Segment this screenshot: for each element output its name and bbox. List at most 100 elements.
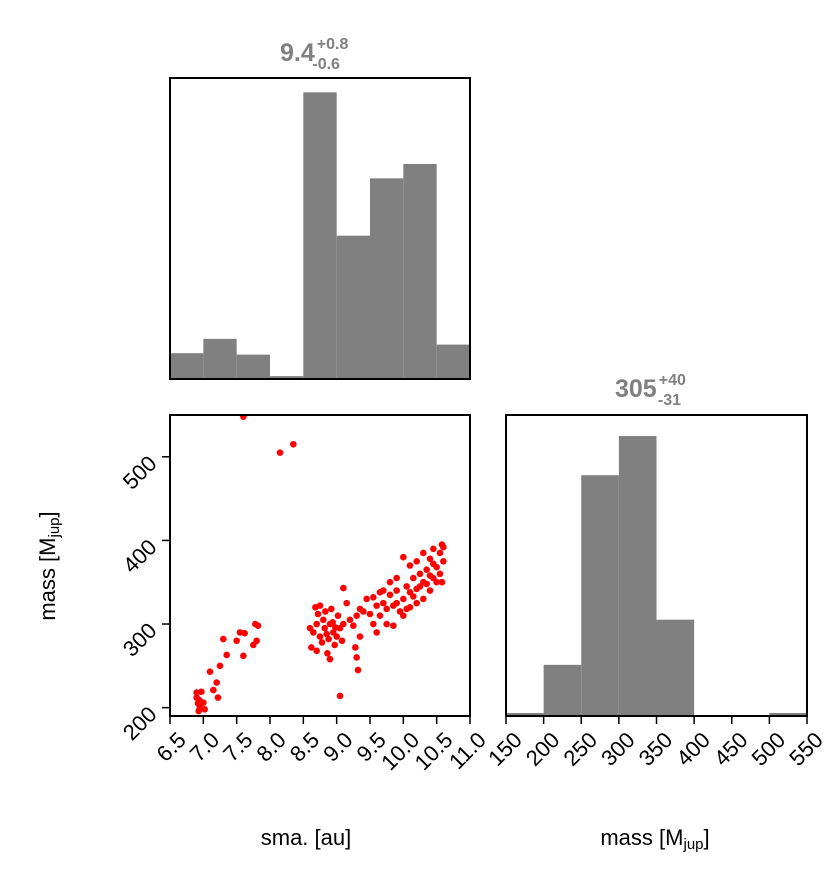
scatter-point: [213, 679, 220, 686]
scatter-point: [323, 630, 330, 638]
scatter-point: [331, 641, 338, 649]
sma-histogram-bar: [303, 92, 337, 379]
scatter-point: [420, 595, 427, 603]
scatter-point: [383, 620, 390, 628]
scatter-point: [343, 599, 350, 607]
scatter-point: [276, 449, 284, 456]
mass-x-tick-label: 550: [784, 727, 828, 771]
scatter-point: [376, 588, 384, 596]
sma-histogram-bar: [370, 178, 404, 379]
scatter-point: [250, 641, 257, 649]
scatter-point: [201, 706, 208, 713]
scatter-point: [346, 616, 354, 624]
scatter-point: [373, 629, 380, 636]
scatter-point: [383, 605, 390, 613]
scatter-point: [360, 608, 367, 615]
scatter-ticks: 6.57.07.58.08.59.09.510.010.511.02003004…: [118, 451, 491, 775]
x-tick-label: 8.5: [285, 727, 324, 766]
scatter-point: [332, 624, 339, 631]
mass-histogram-panel: [506, 436, 807, 716]
x-tick-label: 8.0: [252, 727, 291, 766]
scatter-point: [324, 649, 331, 657]
scatter-point: [400, 595, 407, 603]
scatter-point: [436, 549, 444, 557]
scatter-point: [223, 651, 230, 659]
scatter-point: [210, 686, 217, 694]
scatter-point: [400, 553, 407, 561]
scatter-point: [314, 610, 322, 618]
scatter-point: [393, 599, 400, 607]
x-tick-label: 7.0: [185, 727, 224, 766]
scatter-point: [433, 563, 440, 571]
x-tick-label: 7.5: [218, 727, 257, 766]
scatter-point: [353, 612, 360, 619]
mass-title-main: 305: [615, 375, 657, 403]
scatter-point: [366, 610, 374, 618]
scatter-point: [240, 652, 247, 660]
sma-histogram-frame: [169, 77, 471, 380]
scatter-point: [393, 574, 400, 582]
scatter-point: [254, 622, 262, 629]
scatter-point: [393, 587, 400, 594]
mass-y-axis-label: mass [Mjup]: [35, 511, 63, 620]
scatter-point: [241, 629, 248, 637]
mass-histogram-bar: [581, 475, 619, 716]
mass-y-label-sub: jup: [46, 517, 63, 538]
mass-histogram-bar: [543, 664, 582, 716]
sma-histogram-bar: [403, 164, 437, 379]
mass-title-sup: +40: [659, 372, 686, 389]
scatter-point: [206, 668, 214, 675]
scatter-point: [406, 562, 414, 569]
scatter-point: [416, 570, 424, 578]
x-tick-label: 6.5: [152, 727, 191, 766]
mass-histogram-bar: [618, 436, 657, 716]
scatter-point: [438, 578, 446, 586]
scatter-frame: [169, 414, 471, 717]
scatter-point: [290, 440, 297, 448]
scatter-point: [410, 574, 417, 582]
sma-axis-label: sma. [au]: [261, 825, 351, 850]
sma-title: 9.4 +0.8 -0.6: [280, 36, 348, 73]
mass-y-label-main: mass [M: [35, 538, 60, 621]
mass-title-sub: -31: [658, 392, 681, 409]
mass-x-tick-label: 400: [671, 727, 715, 771]
scatter-point: [426, 587, 434, 594]
scatter-point: [313, 620, 320, 628]
scatter-point: [196, 696, 203, 704]
scatter-point: [325, 635, 332, 643]
scatter-point: [321, 624, 328, 632]
mass-x-tick-label: 350: [634, 727, 678, 771]
scatter-point: [423, 580, 430, 588]
scatter-point: [440, 543, 447, 551]
scatter-point: [329, 619, 336, 626]
scatter-point: [352, 644, 359, 651]
scatter-point: [430, 545, 437, 553]
scatter-point: [420, 549, 427, 557]
scatter-point: [436, 570, 444, 578]
y-tick-label: 500: [118, 451, 162, 495]
scatter-point: [376, 612, 384, 619]
mass-y-label-end: ]: [35, 511, 60, 517]
scatter-point: [386, 578, 394, 586]
mass-histogram-bar: [769, 712, 807, 716]
sma-histogram-bar: [336, 235, 370, 379]
scatter-point: [322, 608, 329, 615]
y-tick-label: 200: [118, 701, 162, 745]
mass-histogram-bar: [506, 712, 544, 716]
scatter-point: [316, 633, 324, 640]
scatter-point: [390, 622, 397, 629]
scatter-point: [214, 694, 222, 701]
scatter-point: [328, 605, 335, 613]
scatter-point: [326, 655, 334, 663]
y-tick-label: 300: [118, 618, 162, 662]
mass-x-tick-label: 500: [747, 727, 791, 771]
scatter-point: [340, 620, 347, 628]
scatter-point: [363, 595, 370, 603]
scatter-point: [416, 583, 424, 590]
mass-x-tick-label: 300: [596, 727, 640, 771]
sma-title-sub: -0.6: [312, 56, 340, 73]
mass-x-tick-label: 250: [558, 727, 602, 771]
scatter-panel: [193, 415, 447, 715]
scatter-point: [410, 593, 417, 600]
scatter-point: [426, 555, 434, 563]
